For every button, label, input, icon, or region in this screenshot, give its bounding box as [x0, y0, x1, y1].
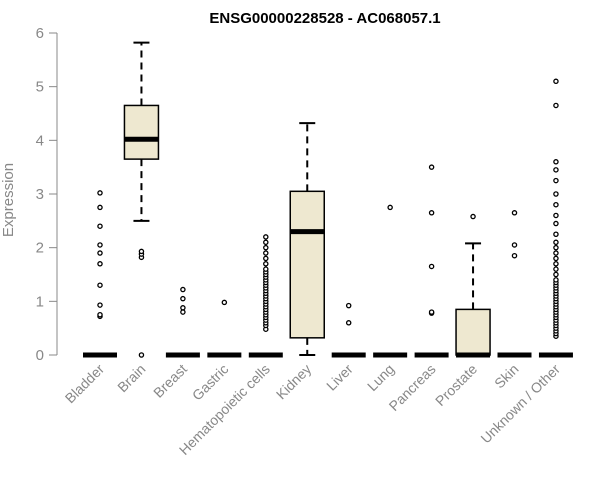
outlier-point	[553, 212, 559, 219]
chart-title: ENSG00000228528 - AC068057.1	[209, 10, 440, 27]
outlier-point	[553, 191, 559, 197]
outlier-point	[553, 167, 559, 173]
outlier-point	[553, 201, 559, 208]
outlier-point	[97, 223, 103, 229]
boxes	[83, 41, 573, 358]
outlier-point	[428, 164, 435, 170]
outlier-point	[97, 204, 103, 211]
outlier-point	[553, 78, 559, 85]
x-tick-label: Kidney	[273, 361, 315, 403]
outlier-point	[553, 220, 559, 227]
outlier-point	[428, 263, 435, 270]
y-axis: 0 1 2 3 4 5 6	[36, 25, 58, 364]
outlier-point	[263, 250, 269, 256]
outlier-point	[553, 177, 559, 184]
y-axis-label: Expression	[0, 163, 17, 237]
x-tick-label: Brain	[114, 361, 148, 395]
outlier-point	[553, 250, 559, 256]
outlier-point	[263, 234, 269, 240]
outlier-point	[97, 242, 103, 248]
box-kidney	[289, 122, 325, 356]
outlier-point	[263, 261, 269, 267]
outlier-point	[345, 320, 352, 326]
outlier-point	[97, 190, 103, 196]
box-hematopoietic-cells	[248, 234, 283, 358]
outlier-point	[553, 255, 559, 262]
outlier-point	[553, 277, 559, 283]
outlier-point	[97, 311, 103, 318]
outlier-point	[97, 250, 103, 256]
outlier-point	[263, 244, 269, 251]
outlier-point	[97, 261, 103, 267]
outlier-point	[180, 286, 186, 293]
x-tick-label: Lung	[364, 361, 397, 394]
iqr-box	[123, 104, 160, 160]
outlier-point	[428, 309, 435, 315]
y-tick-label: 5	[36, 79, 44, 96]
outlier-point	[97, 302, 103, 308]
outlier-point	[553, 271, 559, 278]
outlier-point	[511, 210, 518, 216]
outlier-point	[263, 266, 269, 272]
outlier-point	[553, 244, 559, 251]
box-unknown-other	[538, 78, 573, 358]
outlier-point	[553, 102, 559, 109]
outlier-point	[553, 231, 559, 237]
y-tick-label: 6	[36, 25, 44, 42]
outlier-point	[138, 248, 145, 255]
y-tick-label: 0	[36, 347, 44, 364]
outlier-point	[511, 252, 518, 259]
outlier-point	[138, 352, 145, 358]
x-tick-label: Breast	[150, 361, 190, 401]
y-tick-label: 2	[36, 240, 44, 257]
box-brain	[123, 41, 160, 358]
iqr-box	[455, 308, 491, 356]
y-tick-label: 1	[36, 293, 44, 310]
box-pancreas	[414, 164, 449, 358]
outlier-point	[428, 210, 435, 216]
outlier-point	[553, 159, 559, 165]
outlier-point	[180, 295, 186, 302]
outlier-point	[263, 239, 269, 246]
x-tick-label: Skin	[491, 361, 522, 392]
box-bladder	[83, 190, 117, 358]
iqr-box	[289, 190, 325, 339]
outlier-point	[221, 299, 228, 306]
outlier-point	[553, 239, 559, 246]
box-lung	[373, 204, 408, 358]
outlier-point	[470, 213, 476, 220]
outlier-point	[345, 302, 352, 309]
box-skin	[497, 210, 532, 358]
x-tick-label: Bladder	[62, 361, 108, 407]
box-liver	[331, 302, 366, 358]
box-gastric	[207, 299, 242, 358]
outlier-point	[553, 261, 559, 267]
x-tick-label: Liver	[323, 361, 356, 394]
y-tick-label: 3	[36, 186, 44, 203]
outlier-point	[553, 266, 559, 272]
outlier-point	[180, 305, 186, 311]
y-tick-label: 4	[36, 132, 44, 149]
x-tick-label: Unknown / Other	[477, 361, 563, 447]
outlier-point	[97, 282, 103, 288]
x-tick-label: Prostate	[432, 361, 480, 409]
box-prostate	[455, 213, 491, 358]
outlier-point	[387, 204, 393, 211]
outlier-point	[511, 242, 518, 248]
outlier-point	[263, 255, 269, 262]
box-breast	[165, 286, 200, 358]
outlier-point	[180, 309, 186, 315]
